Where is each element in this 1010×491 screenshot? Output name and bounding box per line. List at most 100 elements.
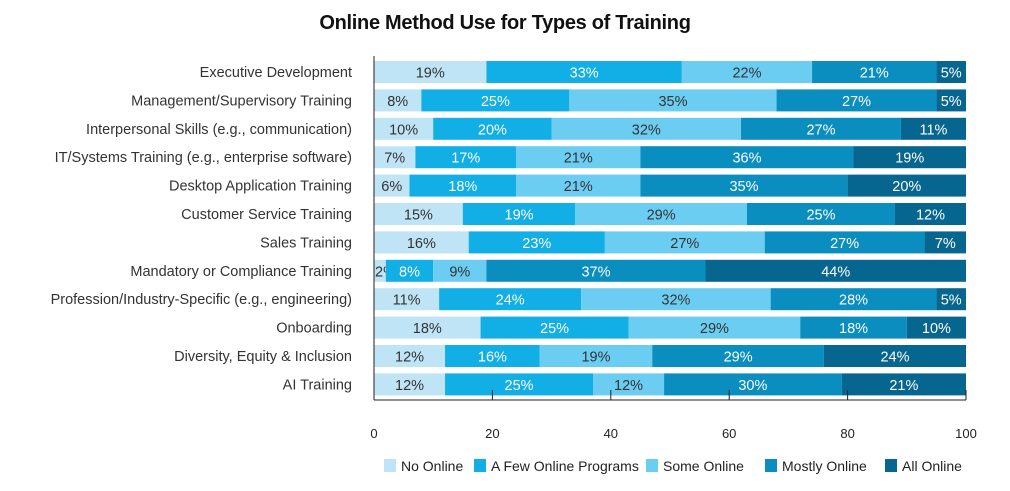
data-label: 18% — [413, 321, 442, 337]
bar-segment — [433, 117, 552, 140]
bar-segment — [853, 146, 966, 169]
category-label: Customer Service Training — [181, 207, 352, 223]
data-label: 16% — [407, 236, 436, 252]
bar-segment — [486, 61, 682, 83]
bar-segment — [374, 231, 469, 254]
x-tick-label: 60 — [722, 426, 736, 441]
bar-segment — [800, 316, 907, 339]
bar-segment — [374, 203, 463, 225]
legend-swatch — [885, 459, 897, 472]
data-label: 22% — [732, 66, 761, 82]
bar-segment — [581, 288, 771, 311]
bar-segment — [516, 174, 641, 197]
bar-segment — [462, 203, 576, 225]
bar-segment — [374, 89, 422, 112]
data-label: 32% — [661, 293, 690, 309]
bar-segment — [936, 61, 966, 83]
bar-segment — [421, 89, 570, 112]
bar-segment — [823, 345, 966, 367]
bar-segment — [374, 174, 410, 197]
data-label: 35% — [658, 94, 687, 110]
bar-segment — [445, 373, 594, 396]
bar-segment — [847, 174, 966, 197]
bar-segment — [415, 146, 517, 169]
bar-segment — [433, 259, 487, 282]
data-label: 11% — [393, 293, 421, 309]
legend-swatch — [384, 459, 396, 472]
legend-swatch — [646, 459, 658, 472]
data-label: 10% — [389, 122, 418, 138]
data-label: 29% — [647, 208, 676, 224]
data-label: 35% — [729, 179, 758, 195]
data-label: 28% — [839, 293, 868, 309]
bar-segment — [374, 373, 446, 396]
data-label: 24% — [496, 293, 525, 309]
bar-segment — [480, 316, 629, 339]
bar-segment — [770, 288, 937, 311]
bar-segment — [385, 259, 434, 282]
data-label: 25% — [540, 321, 569, 337]
data-label: 18% — [839, 321, 868, 337]
bar-segment — [812, 61, 937, 83]
data-label: 7% — [384, 151, 405, 167]
data-label: 5% — [941, 94, 962, 110]
data-label: 18% — [448, 179, 477, 195]
x-tick-label: 100 — [955, 426, 977, 441]
data-label: 21% — [860, 66, 889, 82]
data-label: 17% — [451, 151, 480, 167]
bar-segment — [705, 259, 966, 282]
data-label: 30% — [738, 378, 767, 394]
bar-segment — [374, 288, 440, 311]
data-label: 21% — [889, 378, 918, 394]
legend-label: Mostly Online — [782, 458, 867, 474]
bar-segment — [575, 203, 747, 225]
bar-segment — [906, 316, 966, 339]
data-label: 37% — [581, 264, 610, 280]
data-label: 27% — [806, 122, 835, 138]
data-label: 19% — [505, 208, 534, 224]
bar-segment — [374, 117, 434, 140]
bar-segment — [539, 345, 653, 367]
x-tick-label: 0 — [370, 426, 377, 441]
data-label: 27% — [830, 236, 859, 252]
data-label: 12% — [916, 208, 945, 224]
bar-segment — [374, 146, 416, 169]
bar-segment — [841, 373, 966, 396]
data-label: 36% — [732, 151, 761, 167]
data-label: 12% — [395, 378, 424, 394]
data-label: 19% — [895, 151, 924, 167]
legend-label: A Few Online Programs — [491, 458, 639, 474]
data-label: 23% — [522, 236, 551, 252]
category-label: IT/Systems Training (e.g., enterprise so… — [55, 150, 352, 166]
category-label: Sales Training — [260, 235, 352, 251]
data-label: 5% — [941, 293, 962, 309]
bar-segment — [516, 146, 641, 169]
bar-segment — [551, 117, 742, 140]
bar-segment — [936, 89, 966, 112]
legend-label: No Online — [401, 458, 463, 474]
bar-segment — [924, 231, 966, 254]
data-label: 33% — [570, 66, 599, 82]
data-label: 20% — [478, 122, 507, 138]
data-label: 29% — [724, 350, 753, 366]
bar-segment — [640, 174, 848, 197]
bar-segment — [894, 203, 966, 225]
data-label: 12% — [395, 350, 424, 366]
category-label: Management/Supervisory Training — [131, 93, 352, 109]
legend-swatch — [765, 459, 777, 472]
data-label: 25% — [806, 208, 835, 224]
data-label: 24% — [880, 350, 909, 366]
data-label: 5% — [941, 66, 962, 82]
data-label: 20% — [892, 179, 921, 195]
category-label: Executive Development — [200, 65, 352, 81]
category-label: Diversity, Equity & Inclusion — [174, 349, 352, 365]
bar-segment — [640, 146, 854, 169]
data-label: 6% — [381, 179, 402, 195]
bar-segment — [569, 89, 777, 112]
chart-title: Online Method Use for Types of Training — [319, 12, 691, 34]
legend-label: Some Online — [663, 458, 744, 474]
bar-segment — [409, 174, 517, 197]
bar-segment — [936, 288, 966, 311]
data-label: 27% — [842, 94, 871, 110]
